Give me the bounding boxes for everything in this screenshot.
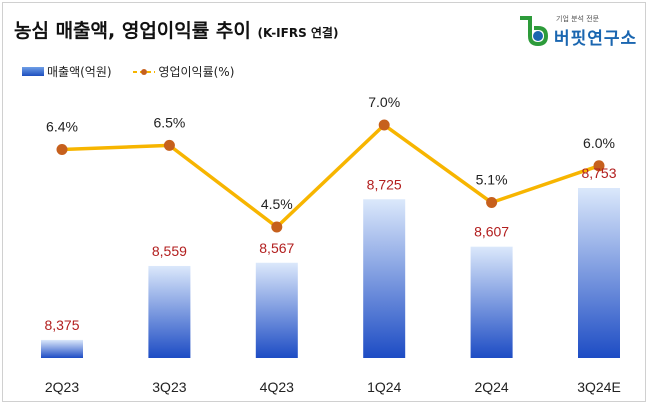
- bar-3Q23: [148, 265, 191, 358]
- title-text: 농심 매출액, 영업이익률 추이: [14, 20, 251, 42]
- x-tick-label: 2Q23: [45, 379, 79, 395]
- bar-3Q24E: [578, 188, 620, 358]
- bar-value-label: 8,375: [44, 317, 79, 333]
- bar-value-label: 8,725: [367, 176, 402, 192]
- x-tick-label: 4Q23: [260, 379, 294, 395]
- bar-4Q23: [255, 262, 298, 358]
- margin-value-label: 7.0%: [368, 94, 400, 110]
- logo-mark-icon: [520, 16, 549, 47]
- margin-point: [271, 221, 283, 233]
- margin-value-label: 6.4%: [46, 118, 78, 134]
- legend-line-swatch: [133, 67, 156, 76]
- legend-bar-label: 매출액(억원): [47, 65, 112, 79]
- margin-point: [486, 197, 498, 209]
- margin-value-label: 6.5%: [153, 114, 185, 130]
- legend: 매출액(억원) 영업이익률(%): [22, 63, 234, 80]
- x-tick-label: 3Q24E: [577, 379, 621, 395]
- bar-2Q23: [41, 339, 83, 358]
- margin-value-label: 4.5%: [261, 196, 293, 212]
- logo-name: 버핏연구소: [554, 29, 638, 49]
- bar-value-label: 8,607: [474, 224, 509, 240]
- bar-1Q24: [363, 199, 406, 358]
- x-tick-label: 1Q24: [367, 379, 401, 395]
- chart-title: 농심 매출액, 영업이익률 추이 (K-IFRS 연결): [14, 16, 338, 43]
- logo-tagline: 기업 분석 전문: [556, 15, 600, 23]
- margin-value-label: 6.0%: [583, 135, 615, 151]
- margin-point: [593, 160, 605, 172]
- bar-value-label: 8,753: [581, 165, 616, 181]
- bar-2Q24: [470, 246, 513, 358]
- legend-line-label: 영업이익률(%): [158, 65, 235, 79]
- title-subtitle: (K-IFRS 연결): [257, 26, 339, 40]
- margin-point: [56, 143, 68, 155]
- logo: 기업 분석 전문 버핏연구소: [514, 12, 640, 52]
- x-tick-label: 3Q23: [152, 379, 186, 395]
- bar-value-label: 8,559: [152, 243, 187, 259]
- chart-frame: [2, 2, 646, 402]
- bar-value-label: 8,567: [259, 240, 294, 256]
- margin-point: [163, 139, 175, 151]
- margin-value-label: 5.1%: [476, 172, 508, 188]
- x-tick-label: 2Q24: [474, 379, 508, 395]
- margin-point: [378, 119, 390, 131]
- legend-bar-swatch: [22, 67, 44, 76]
- margin-line: [61, 123, 600, 229]
